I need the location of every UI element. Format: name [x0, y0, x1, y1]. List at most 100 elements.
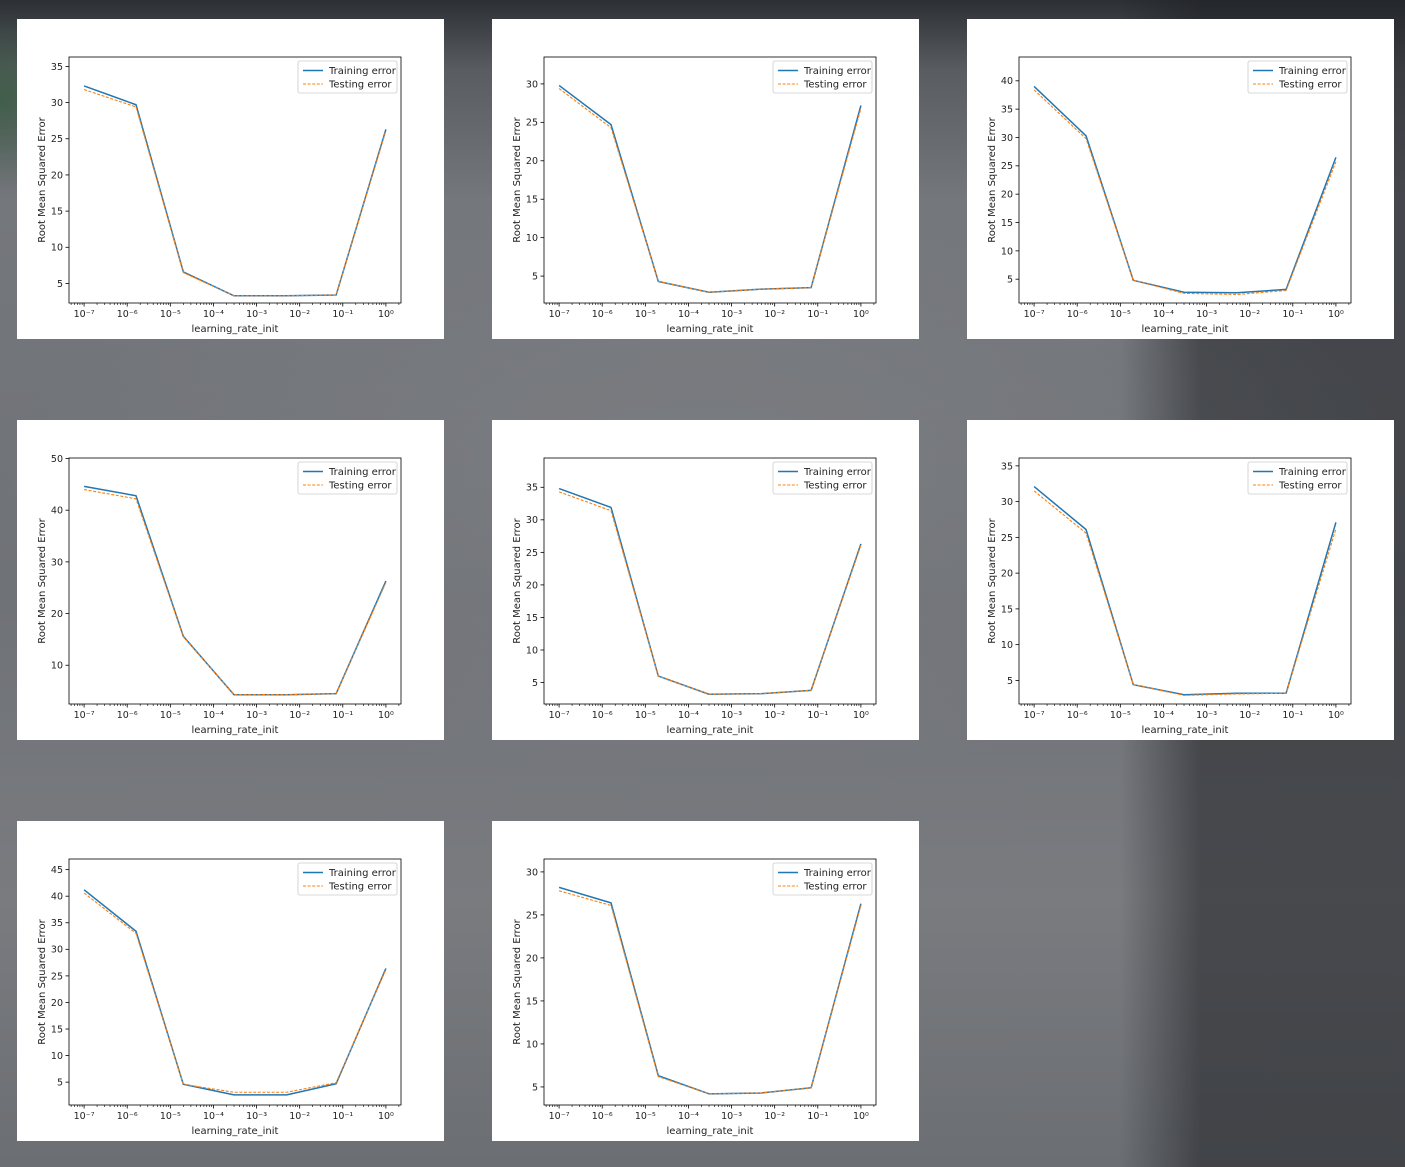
x-tick-label: 10⁻⁴	[203, 309, 224, 320]
chart-svg-2: 10⁻⁷ 10⁻⁶ 10⁻⁵ 10⁻⁴ 10⁻³ 10⁻² 10⁻¹ 10⁰ 5 10 15 20 25…	[512, 56, 877, 335]
y-tick-label: 20	[51, 609, 63, 620]
y-tick-label: 20	[1001, 190, 1013, 201]
testing-error-line	[83, 89, 387, 297]
axes-frame	[543, 56, 877, 304]
y-tick-label: 25	[51, 134, 63, 145]
x-tick-label: 10⁻⁷	[549, 1111, 570, 1122]
x-axis-label: learning_rate_init	[667, 324, 754, 335]
x-tick-label: 10⁻³	[721, 710, 742, 721]
y-axis-label: Root Mean Squared Error	[37, 918, 48, 1044]
y-tick-label: 40	[51, 506, 63, 517]
x-tick-label: 10⁻⁵	[635, 309, 656, 320]
x-tick-label: 10⁻³	[1196, 309, 1217, 320]
training-error-line	[558, 886, 862, 1095]
chart-panel-4: 10⁻⁷ 10⁻⁶ 10⁻⁵ 10⁻⁴ 10⁻³ 10⁻² 10⁻¹ 10⁰ 10 20 30 40 5…	[17, 420, 444, 740]
y-tick-label: 20	[526, 580, 538, 591]
x-tick-label: 10⁻²	[289, 1111, 310, 1122]
legend-entry: Testing error	[328, 481, 392, 492]
y-tick-label: 30	[51, 945, 63, 956]
chart-svg-1: 10⁻⁷ 10⁻⁶ 10⁻⁵ 10⁻⁴ 10⁻³ 10⁻² 10⁻¹ 10⁰ 5 10 15 20 25…	[37, 56, 402, 335]
x-tick-label: 10⁻⁶	[1067, 710, 1088, 721]
chart-panel-6: 10⁻⁷ 10⁻⁶ 10⁻⁵ 10⁻⁴ 10⁻³ 10⁻² 10⁻¹ 10⁰ 5 10 15 20 25…	[967, 420, 1394, 740]
x-axis-label: learning_rate_init	[1142, 324, 1229, 335]
x-tick-label: 10⁻⁶	[117, 1111, 138, 1122]
x-tick-label: 10⁻⁶	[592, 309, 613, 320]
legend-entry: Testing error	[803, 80, 867, 91]
y-tick-label: 15	[526, 195, 538, 206]
x-axis-label: learning_rate_init	[192, 725, 279, 736]
legend-entry: Testing error	[328, 882, 392, 893]
x-tick-label: 10⁻¹	[332, 1111, 353, 1122]
y-tick-label: 10	[51, 243, 63, 254]
x-tick-label: 10⁻⁴	[678, 309, 699, 320]
y-tick-label: 30	[526, 867, 538, 878]
x-tick-label: 10⁻³	[1196, 710, 1217, 721]
training-error-line	[558, 487, 862, 695]
y-tick-label: 35	[1001, 461, 1013, 472]
x-tick-label: 10⁰	[378, 710, 394, 721]
chart-svg-5: 10⁻⁷ 10⁻⁶ 10⁻⁵ 10⁻⁴ 10⁻³ 10⁻² 10⁻¹ 10⁰ 5 10 15 20 25…	[512, 457, 877, 736]
training-error-line	[1033, 486, 1337, 696]
x-axis-label: learning_rate_init	[1142, 725, 1229, 736]
x-tick-label: 10⁻⁶	[592, 710, 613, 721]
y-tick-label: 50	[51, 454, 63, 465]
x-axis-label: learning_rate_init	[192, 1126, 279, 1137]
y-axis-label: Root Mean Squared Error	[512, 116, 523, 242]
x-tick-label: 10⁰	[853, 1111, 869, 1122]
y-tick-label: 20	[51, 998, 63, 1009]
testing-error-line	[83, 488, 387, 696]
x-tick-label: 10⁻⁷	[549, 710, 570, 721]
testing-error-line	[1033, 490, 1337, 696]
x-tick-label: 10⁻⁶	[117, 710, 138, 721]
training-error-line	[83, 889, 387, 1096]
chart-panel-1: 10⁻⁷ 10⁻⁶ 10⁻⁵ 10⁻⁴ 10⁻³ 10⁻² 10⁻¹ 10⁰ 5 10 15 20 25…	[17, 19, 444, 339]
axes-frame	[68, 457, 402, 705]
legend-entry: Testing error	[803, 882, 867, 893]
y-tick-label: 15	[51, 1024, 63, 1035]
x-axis-label: learning_rate_init	[192, 324, 279, 335]
x-tick-label: 10⁻¹	[807, 309, 828, 320]
y-tick-label: 30	[1001, 497, 1013, 508]
legend-box	[1247, 461, 1348, 495]
x-tick-label: 10⁰	[1328, 309, 1344, 320]
x-tick-label: 10⁻⁶	[1067, 309, 1088, 320]
legend-entry: Training error	[1278, 66, 1347, 77]
y-tick-label: 45	[51, 865, 63, 876]
x-tick-label: 10⁰	[1328, 710, 1344, 721]
testing-error-line	[83, 892, 387, 1093]
y-tick-label: 40	[1001, 76, 1013, 87]
y-tick-label: 25	[526, 548, 538, 559]
y-tick-label: 15	[526, 613, 538, 624]
y-tick-label: 25	[1001, 533, 1013, 544]
legend-box	[1247, 60, 1348, 94]
x-tick-label: 10⁻⁶	[117, 309, 138, 320]
legend-entry: Training error	[803, 66, 872, 77]
y-tick-label: 10	[51, 661, 63, 672]
legend-entry: Testing error	[1278, 80, 1342, 91]
chart-svg-6: 10⁻⁷ 10⁻⁶ 10⁻⁵ 10⁻⁴ 10⁻³ 10⁻² 10⁻¹ 10⁰ 5 10 15 20 25…	[987, 457, 1352, 736]
x-tick-label: 10⁻³	[721, 1111, 742, 1122]
legend-box	[297, 461, 398, 495]
training-error-line	[558, 84, 862, 293]
testing-error-line	[558, 890, 862, 1095]
training-error-line	[83, 485, 387, 696]
y-tick-label: 15	[526, 996, 538, 1007]
y-tick-label: 10	[51, 1051, 63, 1062]
y-axis-label: Root Mean Squared Error	[987, 116, 998, 242]
x-tick-label: 10⁻³	[246, 1111, 267, 1122]
y-tick-label: 20	[526, 156, 538, 167]
y-tick-label: 15	[1001, 604, 1013, 615]
legend-box	[772, 862, 873, 896]
x-tick-label: 10⁻⁵	[635, 1111, 656, 1122]
y-tick-label: 30	[526, 515, 538, 526]
y-tick-label: 40	[51, 892, 63, 903]
x-tick-label: 10⁻⁵	[160, 1111, 181, 1122]
axes-frame	[1018, 457, 1352, 705]
y-tick-label: 35	[51, 62, 63, 73]
x-tick-label: 10⁻³	[721, 309, 742, 320]
y-tick-label: 20	[526, 953, 538, 964]
x-tick-label: 10⁰	[378, 309, 394, 320]
x-tick-label: 10⁻²	[1239, 710, 1260, 721]
x-tick-label: 10⁻⁶	[592, 1111, 613, 1122]
axes-frame	[68, 858, 402, 1106]
